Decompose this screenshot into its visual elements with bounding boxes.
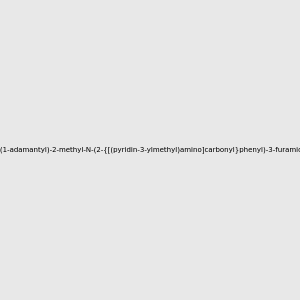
Text: 5-(1-adamantyl)-2-methyl-N-(2-{[(pyridin-3-ylmethyl)amino]carbonyl}phenyl)-3-fur: 5-(1-adamantyl)-2-methyl-N-(2-{[(pyridin… bbox=[0, 147, 300, 153]
